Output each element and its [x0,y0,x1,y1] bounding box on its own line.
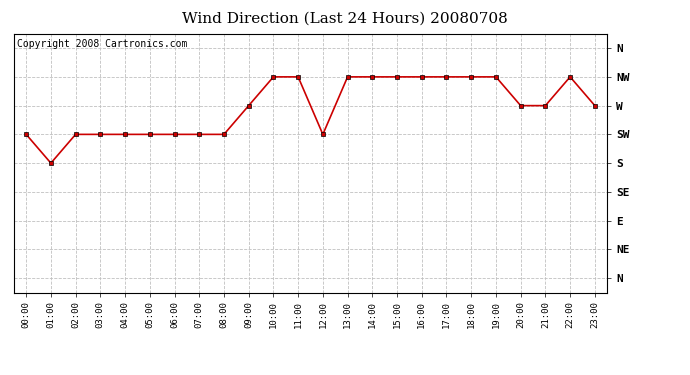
Text: Wind Direction (Last 24 Hours) 20080708: Wind Direction (Last 24 Hours) 20080708 [182,11,508,25]
Text: Copyright 2008 Cartronics.com: Copyright 2008 Cartronics.com [17,39,187,49]
